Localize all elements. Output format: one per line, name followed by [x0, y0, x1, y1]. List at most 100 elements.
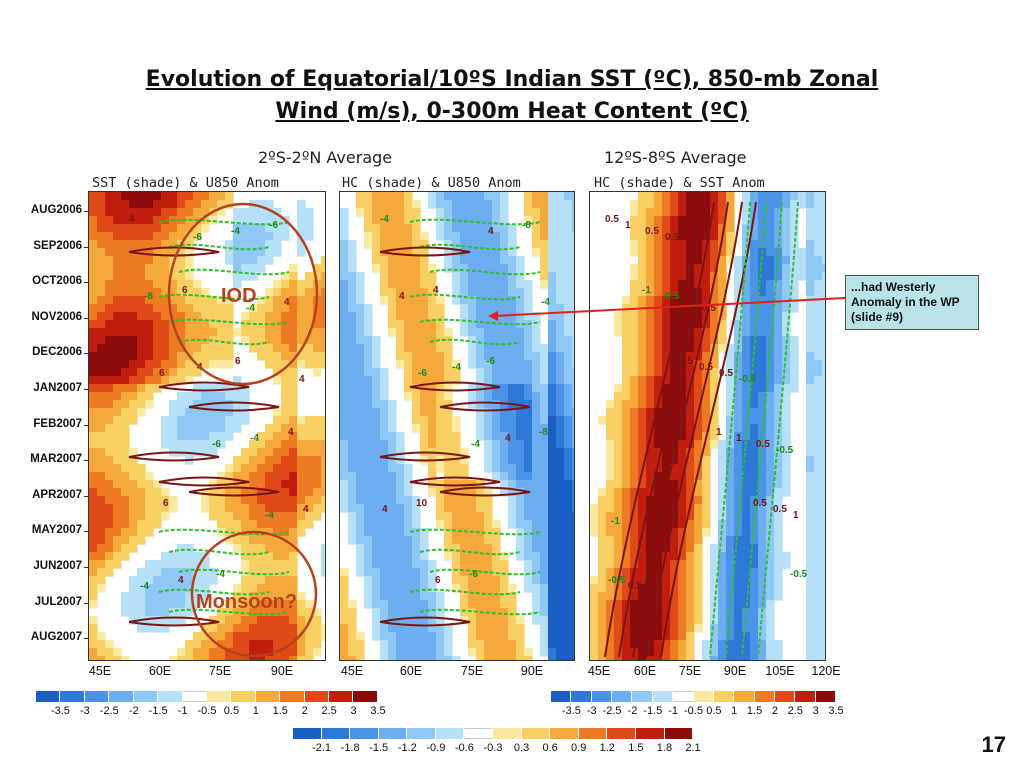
- heatmap-cell: [670, 352, 679, 361]
- colorbar-tick-label: 2: [301, 705, 308, 717]
- heatmap-cell: [476, 224, 485, 233]
- heatmap-cell: [161, 616, 170, 625]
- heatmap-cell: [508, 608, 517, 617]
- heatmap-cell: [113, 216, 122, 225]
- heatmap-cell: [484, 240, 493, 249]
- heatmap-cell: [798, 200, 807, 209]
- heatmap-cell: [734, 544, 743, 553]
- heatmap-cell: [670, 560, 679, 569]
- heatmap-cell: [564, 552, 573, 561]
- heatmap-cell: [606, 600, 615, 609]
- heatmap-cell: [129, 288, 138, 297]
- heatmap-cell: [436, 600, 445, 609]
- heatmap-cell: [638, 320, 647, 329]
- heatmap-cell: [281, 488, 290, 497]
- contour-label: 4: [288, 427, 294, 438]
- heatmap-cell: [492, 416, 501, 425]
- heatmap-cell: [145, 280, 154, 289]
- heatmap-cell: [484, 408, 493, 417]
- heatmap-cell: [694, 248, 703, 257]
- heatmap-cell: [718, 208, 727, 217]
- heatmap-cell: [233, 648, 242, 657]
- heatmap-cell: [774, 368, 783, 377]
- heatmap-cell: [670, 536, 679, 545]
- heatmap-cell: [718, 472, 727, 481]
- heatmap-cell: [572, 624, 574, 633]
- heatmap-cell: [598, 528, 607, 537]
- heatmap-cell: [564, 512, 573, 521]
- heatmap-cell: [241, 448, 250, 457]
- heatmap-cell: [420, 640, 429, 649]
- contour-label: -4: [246, 303, 255, 314]
- heatmap-cell: [233, 424, 242, 433]
- heatmap-cell: [364, 224, 373, 233]
- heatmap-cell: [412, 224, 421, 233]
- heatmap-cell: [484, 624, 493, 633]
- heatmap-cell: [105, 192, 114, 201]
- heatmap-cell: [340, 448, 349, 457]
- heatmap-cell: [766, 288, 775, 297]
- heatmap-cell: [436, 464, 445, 473]
- heatmap-cell: [630, 432, 639, 441]
- heatmap-cell: [516, 640, 525, 649]
- heatmap-cell: [121, 528, 130, 537]
- heatmap-cell: [169, 352, 178, 361]
- heatmap-cell: [476, 424, 485, 433]
- heatmap-cell: [564, 600, 573, 609]
- heatmap-cell: [508, 520, 517, 529]
- heatmap-cell: [348, 408, 357, 417]
- heatmap-cell: [225, 600, 234, 609]
- heatmap-cell: [484, 560, 493, 569]
- heatmap-cell: [137, 528, 146, 537]
- heatmap-cell: [340, 496, 349, 505]
- heatmap-cell: [444, 528, 453, 537]
- heatmap-cell: [428, 408, 437, 417]
- heatmap-cell: [638, 624, 647, 633]
- heatmap-cell: [630, 344, 639, 353]
- heatmap-cell: [742, 472, 751, 481]
- heatmap-cell: [97, 576, 106, 585]
- heatmap-cell: [161, 600, 170, 609]
- heatmap-cell: [452, 576, 461, 585]
- heatmap-cell: [476, 512, 485, 521]
- heatmap-cell: [185, 296, 194, 305]
- heatmap-cell: [774, 200, 783, 209]
- heatmap-cell: [380, 240, 389, 249]
- heatmap-cell: [484, 512, 493, 521]
- heatmap-cell: [193, 208, 202, 217]
- heatmap-cell: [492, 304, 501, 313]
- heatmap-cell: [145, 528, 154, 537]
- heatmap-cell: [476, 264, 485, 273]
- heatmap-cell: [153, 496, 162, 505]
- heatmap-cell: [638, 296, 647, 305]
- heatmap-cell: [500, 384, 509, 393]
- heatmap-cell: [113, 536, 122, 545]
- colorbar-swatch: [815, 691, 837, 702]
- heatmap-cell: [492, 264, 501, 273]
- heatmap-cell: [662, 608, 671, 617]
- heatmap-cell: [380, 264, 389, 273]
- heatmap-cell: [364, 424, 373, 433]
- heatmap-cell: [233, 488, 242, 497]
- heatmap-cell: [548, 568, 557, 577]
- heatmap-cell: [806, 592, 815, 601]
- heatmap-cell: [686, 448, 695, 457]
- heatmap-cell: [766, 224, 775, 233]
- heatmap-cell: [420, 328, 429, 337]
- contour-label: -8: [522, 220, 531, 231]
- heatmap-cell: [396, 448, 405, 457]
- heatmap-cell: [452, 208, 461, 217]
- heatmap-cell: [774, 384, 783, 393]
- heatmap-cell: [289, 520, 298, 529]
- heatmap-cell: [654, 480, 663, 489]
- heatmap-cell: [113, 336, 122, 345]
- heatmap-cell: [348, 632, 357, 641]
- y-tick-label: FEB2007: [33, 417, 82, 430]
- heatmap-cell: [822, 600, 825, 609]
- heatmap-cell: [806, 520, 815, 529]
- heatmap-cell: [97, 352, 106, 361]
- heatmap-cell: [241, 512, 250, 521]
- heatmap-cell: [726, 456, 735, 465]
- heatmap-cell: [622, 320, 631, 329]
- heatmap-cell: [273, 608, 282, 617]
